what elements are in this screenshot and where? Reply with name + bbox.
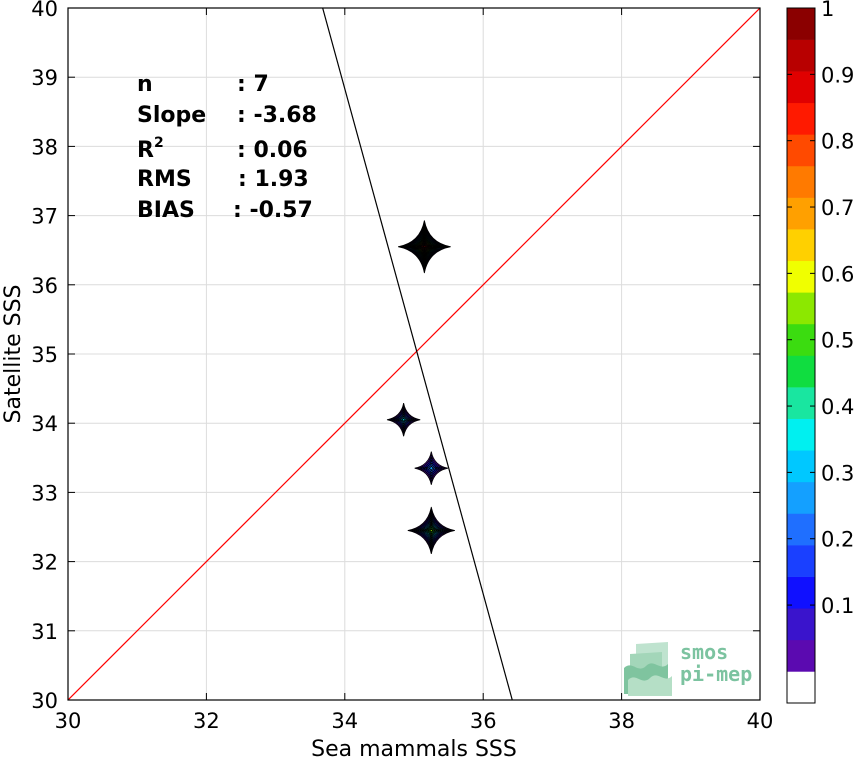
contour-level — [422, 245, 426, 249]
colorbar-segment — [787, 102, 815, 135]
y-tick-label: 32 — [31, 551, 58, 575]
colorbar-tick-label: 0.8 — [821, 130, 854, 154]
stat-r2-sup: 2 — [153, 135, 164, 151]
stat-bias-value: : -0.57 — [233, 198, 313, 223]
colorbar-tick-label: 0.3 — [821, 461, 854, 485]
x-axis-label: Sea mammals SSS — [311, 737, 517, 762]
y-tick-label: 31 — [31, 620, 58, 644]
stat-n-label: n — [137, 72, 153, 97]
colorbar-segment — [787, 576, 815, 609]
colorbar-segment — [787, 481, 815, 514]
y-axis-ticks: 30 31 32 33 34 35 36 37 38 39 40 — [31, 0, 760, 713]
colorbar-tick-label: 0.4 — [821, 395, 854, 419]
regression-line — [322, 8, 513, 700]
colorbar-tick-label: 0.6 — [821, 262, 854, 286]
contour-level — [401, 417, 406, 422]
x-tick-label: 36 — [470, 709, 497, 733]
colorbar-tick-label: 0.7 — [821, 196, 854, 220]
logo-waves-icon — [624, 642, 672, 696]
y-tick-label: 40 — [31, 0, 58, 21]
colorbar-segment — [787, 387, 815, 419]
y-tick-label: 39 — [31, 66, 58, 90]
y-tick-label: 37 — [31, 205, 58, 229]
colorbar-segment — [787, 418, 815, 451]
y-axis-label: Satellite SSS — [1, 285, 26, 424]
x-tick-label: 40 — [747, 709, 774, 733]
colorbar-segment — [787, 229, 815, 262]
colorbar-segment — [787, 260, 815, 293]
colorbar-segment — [787, 450, 815, 483]
colorbar-segment — [787, 608, 815, 641]
reference-lines — [68, 8, 760, 700]
colorbar: 0.1 0.2 0.3 0.4 0.5 0.6 0.7 0.8 0.9 1 — [786, 0, 854, 704]
stat-slope-value: : -3.68 — [237, 103, 317, 128]
colorbar-segment — [787, 671, 815, 704]
x-tick-label: 34 — [331, 709, 358, 733]
smos-pimep-logo: smos pi-mep — [622, 640, 762, 696]
colorbar-segment — [787, 545, 815, 577]
colorbar-tick-label: 0.5 — [821, 329, 854, 353]
logo-line1: smos — [680, 640, 729, 664]
logo-line2: pi-mep — [680, 662, 753, 686]
x-tick-label: 32 — [193, 709, 220, 733]
stat-n-value: : 7 — [237, 72, 269, 97]
colorbar-tick-label: 1 — [821, 0, 834, 21]
density-peaks — [386, 220, 455, 555]
colorbar-tick-label: 0.9 — [821, 63, 854, 87]
contour-level — [428, 465, 435, 472]
y-tick-label: 30 — [31, 689, 58, 713]
colorbar-segment — [787, 197, 815, 230]
y-tick-label: 33 — [31, 481, 58, 505]
x-tick-label: 30 — [55, 709, 82, 733]
colorbar-segment — [787, 165, 815, 198]
colorbar-tick-label: 0.1 — [821, 594, 854, 618]
y-tick-label: 35 — [31, 343, 58, 367]
stat-r2-label: R2 — [137, 135, 164, 163]
stat-rms-value: : 1.93 — [238, 167, 309, 192]
grid — [67, 7, 761, 701]
colorbar-segment — [787, 292, 815, 325]
colorbar-segment — [787, 513, 815, 546]
density-peak — [407, 506, 455, 555]
stat-bias-label: BIAS — [137, 198, 195, 223]
y-tick-label: 34 — [31, 412, 58, 436]
stat-slope-label: Slope — [137, 103, 207, 128]
density-peak — [386, 403, 421, 437]
colorbar-segment — [787, 355, 815, 388]
colorbar-frame — [786, 7, 816, 704]
colorbar-segment — [787, 639, 815, 672]
x-tick-label: 38 — [608, 709, 635, 733]
colorbar-segment — [787, 39, 815, 72]
density-peak — [398, 220, 451, 274]
colorbar-segment — [787, 8, 815, 40]
y-tick-label: 36 — [31, 274, 58, 298]
colorbar-segment — [787, 134, 815, 167]
density-peak — [414, 451, 448, 485]
contour-level — [429, 528, 434, 533]
stat-r2-value: : 0.06 — [237, 138, 308, 163]
identity-line — [68, 8, 760, 700]
colorbar-segment — [787, 71, 815, 104]
colorbar-tick-label: 0.2 — [821, 528, 854, 552]
stat-rms-label: RMS — [137, 167, 192, 192]
y-tick-label: 38 — [31, 135, 58, 159]
stat-r2-letter: R — [137, 138, 154, 163]
x-axis-ticks: 30 32 34 36 38 40 — [55, 8, 774, 733]
